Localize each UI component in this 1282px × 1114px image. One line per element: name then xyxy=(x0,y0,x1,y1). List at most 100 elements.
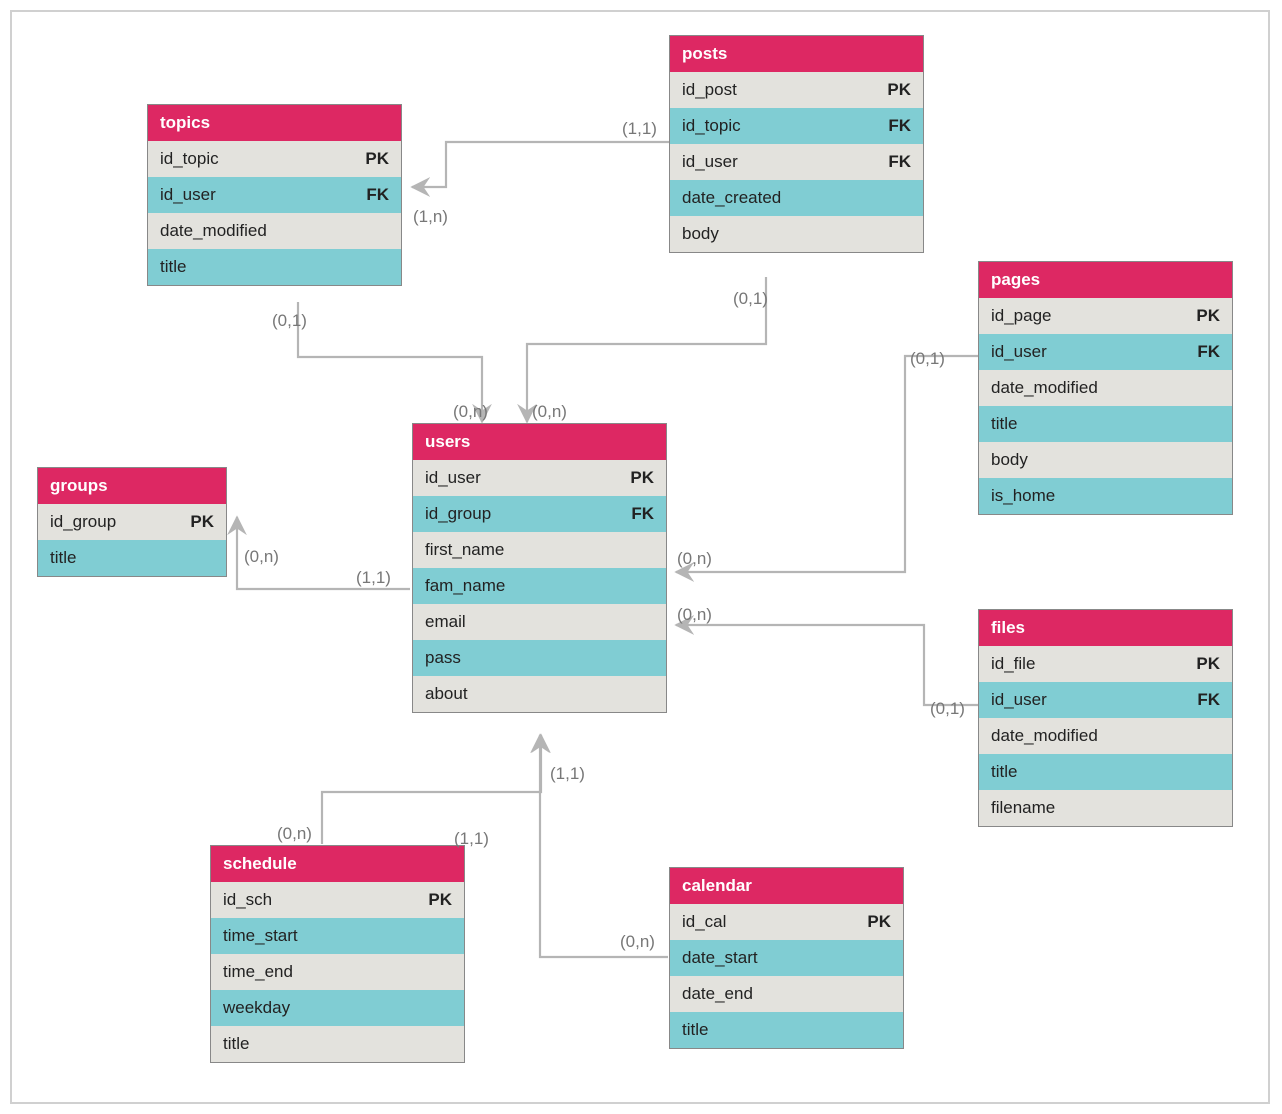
table-row: about xyxy=(413,676,666,712)
table-row: id_post PK xyxy=(670,72,923,108)
column-name: weekday xyxy=(223,998,290,1018)
table-row: title xyxy=(979,406,1232,442)
table-row: body xyxy=(979,442,1232,478)
column-name: fam_name xyxy=(425,576,505,596)
column-name: first_name xyxy=(425,540,504,560)
column-key: FK xyxy=(366,185,389,205)
table-row: is_home xyxy=(979,478,1232,514)
cardinality-label: (1,1) xyxy=(356,568,391,588)
column-name: date_created xyxy=(682,188,781,208)
table-row: date_created xyxy=(670,180,923,216)
column-key: PK xyxy=(428,890,452,910)
column-name: is_home xyxy=(991,486,1055,506)
table-header: files xyxy=(979,610,1232,646)
table-row: body xyxy=(670,216,923,252)
table-row: id_sch PK xyxy=(211,882,464,918)
column-name: id_user xyxy=(160,185,216,205)
diagram-canvas: groupsid_groupPKtitle topicsid_topicPKid… xyxy=(10,10,1270,1104)
cardinality-label: (1,n) xyxy=(413,207,448,227)
column-name: filename xyxy=(991,798,1055,818)
column-name: date_modified xyxy=(160,221,267,241)
table-row: pass xyxy=(413,640,666,676)
column-key: PK xyxy=(1196,654,1220,674)
table-row: date_end xyxy=(670,976,903,1012)
table-row: id_groupFK xyxy=(413,496,666,532)
cardinality-label: (0,1) xyxy=(910,349,945,369)
column-name: date_start xyxy=(682,948,758,968)
column-name: id_page xyxy=(991,306,1052,326)
table-row: fam_name xyxy=(413,568,666,604)
table-row: time_end xyxy=(211,954,464,990)
table-row: id_file PK xyxy=(979,646,1232,682)
column-name: time_end xyxy=(223,962,293,982)
cardinality-label: (0,n) xyxy=(620,932,655,952)
table-files: files id_file PK id_user FK date_modifiedtitl… xyxy=(978,609,1233,827)
table-header: users xyxy=(413,424,666,460)
column-name: id_sch xyxy=(223,890,272,910)
column-key: FK xyxy=(888,152,911,172)
table-header: calendar xyxy=(670,868,903,904)
table-row: date_start xyxy=(670,940,903,976)
column-key: PK xyxy=(365,149,389,169)
column-name: title xyxy=(682,1020,708,1040)
table-topics: topics id_topic PK id_user FK date_modifiedti… xyxy=(147,104,402,286)
column-name: title xyxy=(223,1034,249,1054)
column-name: id_topic xyxy=(160,149,219,169)
column-name: id_user xyxy=(991,342,1047,362)
table-row: id_user FK xyxy=(148,177,401,213)
column-name: id_group xyxy=(425,504,491,524)
table-groups: groupsid_groupPKtitle xyxy=(37,467,227,577)
column-key: PK xyxy=(630,468,654,488)
table-row: title xyxy=(211,1026,464,1062)
table-row: title xyxy=(38,540,226,576)
table-row: date_modified xyxy=(979,370,1232,406)
table-row: time_start xyxy=(211,918,464,954)
cardinality-label: (1,1) xyxy=(454,829,489,849)
column-name: date_modified xyxy=(991,726,1098,746)
table-users: users id_user PK id_groupFK first_name fam_na… xyxy=(412,423,667,713)
relationship-edge xyxy=(322,735,541,844)
table-schedule: schedule id_sch PK time_start time_endweekda… xyxy=(210,845,465,1063)
column-name: email xyxy=(425,612,466,632)
column-key: FK xyxy=(1197,342,1220,362)
column-name: title xyxy=(50,548,76,568)
table-row: id_topicFK xyxy=(670,108,923,144)
table-header: schedule xyxy=(211,846,464,882)
table-row: id_user FK xyxy=(979,334,1232,370)
table-row: id_groupPK xyxy=(38,504,226,540)
table-calendar: calendarid_calPKdate_startdate_endtitle xyxy=(669,867,904,1049)
column-name: id_file xyxy=(991,654,1035,674)
column-name: id_topic xyxy=(682,116,741,136)
table-header: pages xyxy=(979,262,1232,298)
relationship-edge xyxy=(412,142,669,187)
column-name: id_user xyxy=(991,690,1047,710)
column-name: body xyxy=(682,224,719,244)
column-name: title xyxy=(160,257,186,277)
cardinality-label: (0,1) xyxy=(733,289,768,309)
column-name: about xyxy=(425,684,468,704)
table-row: id_user PK xyxy=(413,460,666,496)
column-name: date_modified xyxy=(991,378,1098,398)
column-name: id_user xyxy=(682,152,738,172)
table-row: date_modified xyxy=(148,213,401,249)
cardinality-label: (0,1) xyxy=(930,699,965,719)
table-pages: pagesid_pagePK id_user FK date_modifiedtitl… xyxy=(978,261,1233,515)
column-name: id_group xyxy=(50,512,116,532)
cardinality-label: (0,n) xyxy=(677,549,712,569)
column-name: date_end xyxy=(682,984,753,1004)
column-name: id_user xyxy=(425,468,481,488)
table-row: id_pagePK xyxy=(979,298,1232,334)
relationship-edge xyxy=(527,277,766,422)
column-name: title xyxy=(991,762,1017,782)
table-header: topics xyxy=(148,105,401,141)
table-row: id_user FK xyxy=(979,682,1232,718)
table-row: title xyxy=(148,249,401,285)
column-name: time_start xyxy=(223,926,298,946)
cardinality-label: (0,1) xyxy=(272,311,307,331)
column-name: id_post xyxy=(682,80,737,100)
column-key: FK xyxy=(1197,690,1220,710)
column-name: pass xyxy=(425,648,461,668)
column-key: PK xyxy=(887,80,911,100)
relationship-edge xyxy=(676,625,978,705)
table-row: first_name xyxy=(413,532,666,568)
